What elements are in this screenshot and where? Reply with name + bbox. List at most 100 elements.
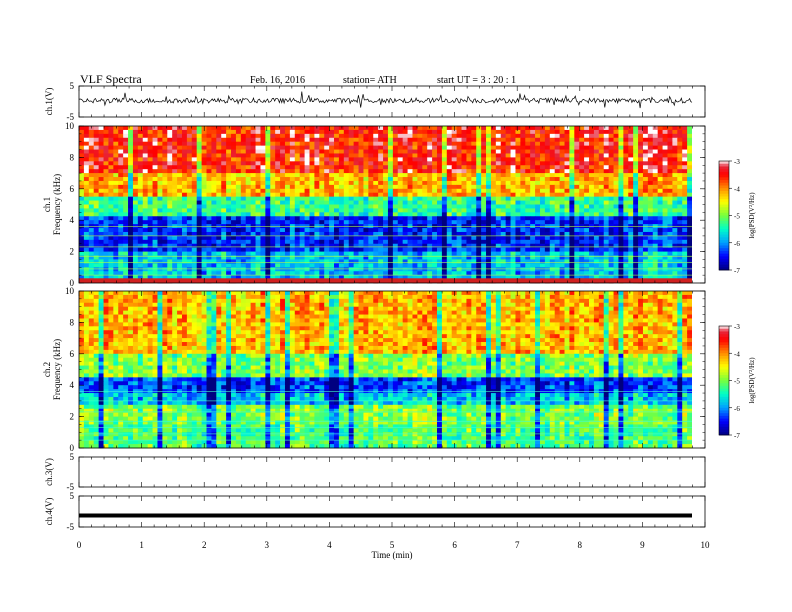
spectrogram-cell	[510, 251, 516, 256]
spectrogram-cell	[569, 263, 575, 268]
spectrogram-cell	[603, 165, 610, 170]
spectrogram-cell	[672, 271, 678, 276]
spectrogram-cell	[544, 259, 551, 264]
spectrogram-cell	[275, 220, 281, 225]
spectrogram-cell	[309, 180, 315, 186]
spectrogram-cell	[677, 255, 683, 260]
spectrogram-cell	[118, 239, 124, 245]
spectrogram-cell	[662, 200, 668, 205]
spectrogram-cell	[353, 188, 359, 194]
spectrogram-cell	[191, 243, 198, 249]
spectrogram-cell	[628, 271, 634, 276]
spectrogram-cell	[628, 220, 634, 225]
spectrogram-cell	[255, 177, 261, 182]
spectrogram-cell	[579, 169, 585, 174]
spectrogram-cell	[289, 180, 296, 186]
spectrogram-cell	[265, 204, 271, 209]
spectrogram-cell	[677, 235, 683, 241]
spectrogram-cell	[392, 177, 399, 182]
spectrogram-cell	[544, 239, 551, 245]
spectrogram-cell	[657, 180, 663, 186]
spectrogram-cell	[397, 259, 404, 264]
spectrogram-cell	[196, 271, 202, 276]
spectrogram-cell	[240, 220, 247, 225]
spectrogram-cell	[235, 196, 242, 201]
spectrogram-cell	[324, 251, 330, 256]
spectrogram-cell	[476, 161, 482, 166]
spectrogram-cell	[569, 177, 575, 182]
spectrogram-cell	[422, 192, 428, 198]
spectrogram-cell	[142, 204, 149, 209]
spectrogram-cell	[574, 126, 580, 131]
spectrogram-cell	[206, 231, 212, 237]
spectrogram-cell	[373, 275, 379, 280]
spectrogram-cell	[334, 235, 340, 241]
spectrogram-cell	[250, 235, 256, 241]
spectrogram-cell	[329, 129, 335, 135]
spectrogram-cell	[363, 208, 369, 213]
spectrogram-cell	[260, 177, 266, 182]
spectrogram-cell	[471, 145, 477, 150]
spectrogram-cell	[309, 255, 315, 260]
spectrogram-cell	[642, 196, 649, 201]
spectrogram-cell	[481, 157, 487, 162]
spectrogram-cell	[329, 263, 335, 268]
spectrogram-cell	[598, 271, 605, 276]
spectrogram-cell	[677, 161, 683, 166]
spectrogram-cell	[157, 255, 163, 260]
spectrogram-cell	[500, 231, 507, 237]
spectrogram-cell	[201, 239, 207, 245]
spectrogram-cell	[618, 228, 624, 233]
spectrogram-cell	[221, 263, 227, 268]
spectrogram-cell	[358, 204, 364, 209]
spectrogram-cell	[618, 251, 624, 256]
spectrogram-cell	[260, 220, 266, 225]
spectrogram-cell	[490, 275, 497, 280]
spectrogram-cell	[275, 161, 281, 166]
spectrogram-cell	[250, 267, 256, 272]
spectrogram-cell	[672, 129, 678, 135]
spectrogram-cell	[539, 208, 546, 213]
spectrogram-cell	[505, 129, 511, 135]
spectrogram-cell	[363, 165, 369, 170]
spectrogram-cell	[329, 196, 335, 201]
spectrogram-cell	[530, 235, 536, 241]
spectrogram-cell	[265, 251, 271, 256]
spectrogram-cell	[608, 192, 614, 198]
spectrogram-cell	[530, 129, 536, 135]
spectrogram-cell	[564, 204, 570, 209]
spectrogram-cell	[407, 231, 413, 237]
spectrogram-cell	[113, 243, 119, 249]
spectrogram-cell	[510, 141, 516, 147]
spectrogram-cell	[441, 173, 448, 178]
spectrogram-cell	[162, 275, 168, 280]
spectrogram-cell	[593, 180, 600, 186]
spectrogram-cell	[299, 169, 305, 174]
spectrogram-cell	[657, 239, 663, 245]
spectrogram-cell	[495, 263, 502, 268]
spectrogram-cell	[579, 243, 585, 249]
spectrogram-cell	[535, 275, 541, 280]
spectrogram-cell	[441, 133, 448, 139]
spectrogram-cell	[368, 259, 374, 264]
spectrogram-cell	[118, 133, 124, 139]
spectrogram-cell	[530, 133, 536, 139]
spectrogram-cell	[319, 133, 325, 139]
spectrogram-cell	[466, 192, 472, 198]
spectrogram-cell	[294, 180, 301, 186]
spectrogram-cell	[260, 173, 266, 178]
spectrogram-cell	[466, 180, 472, 186]
spectrogram-cell	[98, 192, 104, 198]
spectrogram-cell	[270, 169, 276, 174]
spectrogram-cell	[132, 259, 139, 264]
spectrogram-cell	[93, 173, 100, 178]
spectrogram-cell	[108, 192, 114, 198]
spectrogram-cell	[422, 169, 428, 174]
spectrogram-cell	[593, 267, 600, 272]
spectrogram-cell	[618, 208, 624, 213]
spectrogram-cell	[329, 271, 335, 276]
spectrogram-cell	[137, 196, 144, 201]
spectrogram-cell	[231, 169, 237, 174]
spectrogram-cell	[436, 275, 443, 280]
spectrogram-cell	[486, 137, 492, 143]
